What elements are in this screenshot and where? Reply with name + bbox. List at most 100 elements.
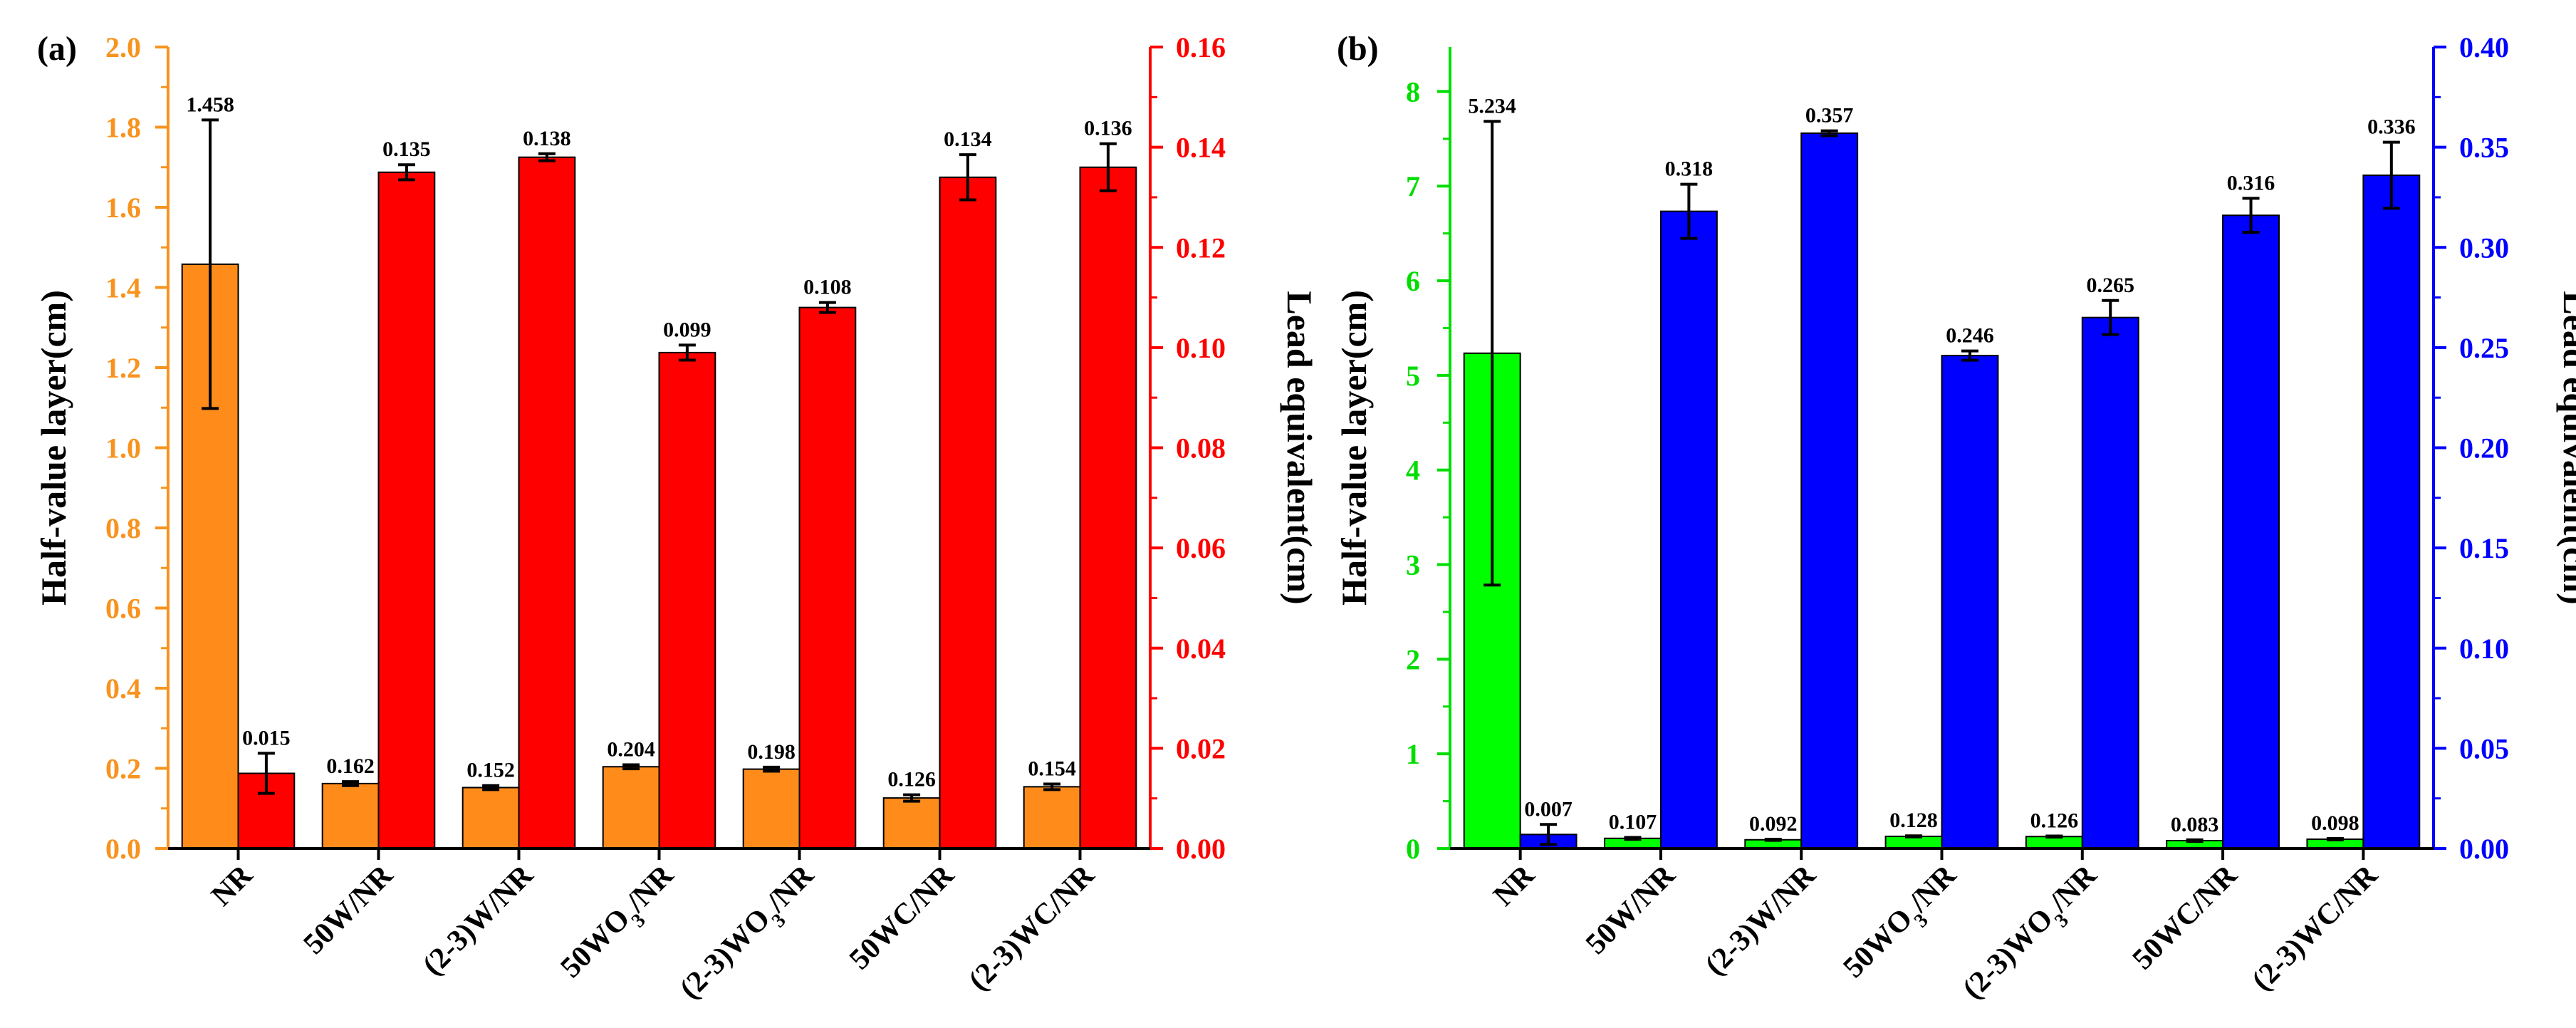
panel-a-right-tick-label-2: 0.04 xyxy=(1176,633,1226,665)
panel-a-right-tick-label-1: 0.02 xyxy=(1176,732,1226,764)
panel-a-value-label-hvl-0: 1.458 xyxy=(186,93,234,116)
panel-b-left-tick-label-7: 7 xyxy=(1406,170,1420,202)
panel-b-right-tick-label-2: 0.10 xyxy=(2459,633,2509,665)
panel-a-right-tick-label-7: 0.14 xyxy=(1176,132,1226,164)
panel-b-left-tick-label-6: 6 xyxy=(1406,265,1420,297)
panel-a-left-tick-label-6: 1.2 xyxy=(105,352,141,384)
panel-a-right-tick-label-6: 0.12 xyxy=(1176,232,1226,264)
panel-b-errorbar-hvl-2 xyxy=(1764,837,1782,842)
panel-b-category-label-0: NR xyxy=(1487,858,1541,913)
panel-b-category-label-2: (2-3)W/NR xyxy=(1699,858,1823,982)
panel-a-right-tick-label-5: 0.10 xyxy=(1176,332,1226,364)
panel-b-category-label-1: 50W/NR xyxy=(1580,858,1682,961)
panel-b-errorbar-hvl-3 xyxy=(1905,834,1923,839)
panel-a-bar-lead-4 xyxy=(798,306,857,849)
panel-a-value-label-lead-5: 0.134 xyxy=(944,128,992,151)
panel-a-category-label-0: NR xyxy=(205,858,259,913)
panel-a-errorbar-lead-5 xyxy=(959,153,976,202)
panel-a-left-tick-label-2: 0.4 xyxy=(105,673,141,705)
panel-b-right-tick-label-0: 0.00 xyxy=(2459,833,2509,865)
panel-b-right-tick-label-5: 0.25 xyxy=(2459,332,2509,364)
panel-a-value-label-hvl-4: 0.198 xyxy=(747,740,796,764)
panel-b-value-label-hvl-5: 0.083 xyxy=(2171,813,2219,836)
panel-a-chart: (a) 1.458 0.162 0.152 0.204 0.198 0.126 0.154 0.… xyxy=(33,30,1320,1012)
panel-b-errorbar-lead-6 xyxy=(2382,140,2400,210)
panel-a-errorbar-hvl-0 xyxy=(202,118,219,410)
panel-a-errorbar-hvl-6 xyxy=(1043,782,1061,791)
panel-b-errorbar-lead-4 xyxy=(2102,298,2119,336)
panel-a-errorbar-hvl-4 xyxy=(763,765,781,773)
panel-a-left-tick-label-8: 1.6 xyxy=(105,192,141,224)
panel-b-left-tick-label-0: 0 xyxy=(1406,833,1420,865)
panel-b-right-tick-label-6: 0.30 xyxy=(2459,232,2509,264)
panel-a-label: (a) xyxy=(37,30,77,68)
panel-b-label: (b) xyxy=(1337,30,1379,68)
panel-b-errorbar-lead-2 xyxy=(1820,129,1838,137)
panel-b-value-label-hvl-2: 0.092 xyxy=(1749,812,1798,836)
panel-a-bar-hvl-6 xyxy=(1023,786,1081,849)
panel-b-bar-lead-3 xyxy=(1941,355,1999,849)
panel-b-category-label-5: 50WC/NR xyxy=(2127,858,2244,976)
panel-b-errorbar-lead-0 xyxy=(1540,823,1558,846)
panel-b-category-label-4: (2-3)WO3/NR xyxy=(1956,858,2110,1012)
panel-a-left-tick-label-5: 1.0 xyxy=(105,432,141,464)
panel-a-value-label-lead-3: 0.099 xyxy=(663,318,711,341)
panel-a-value-label-lead-0: 0.015 xyxy=(242,726,291,749)
panel-b-value-label-hvl-1: 0.107 xyxy=(1609,810,1657,834)
panel-a-errorbar-lead-3 xyxy=(678,343,696,362)
panel-a-right-tick-label-4: 0.08 xyxy=(1176,432,1226,464)
panel-a-errorbar-hvl-5 xyxy=(903,793,921,803)
panel-b-right-axis-title: Lead equivalent(cm) xyxy=(2556,291,2576,604)
panel-a-left-tick-label-1: 0.2 xyxy=(105,753,141,785)
panel-b-category-label-3: 50WO3/NR xyxy=(1837,858,1968,990)
panel-b-bar-lead-6 xyxy=(2362,175,2421,849)
panel-a-category-label-4: (2-3)WO3/NR xyxy=(674,858,827,1012)
panel-a-value-label-lead-2: 0.138 xyxy=(523,127,571,150)
panel-b-errorbar-hvl-1 xyxy=(1624,836,1642,841)
panel-b-left-tick-label-3: 3 xyxy=(1406,549,1420,581)
panel-b-value-label-hvl-6: 0.098 xyxy=(2311,811,2359,835)
panel-b-errorbar-lead-1 xyxy=(1680,182,1698,240)
panel-b-left-tick-label-8: 8 xyxy=(1406,76,1420,108)
panel-a-right-axis-title: Lead equivalent(cm) xyxy=(1280,291,1320,604)
panel-a-category-label-2: (2-3)W/NR xyxy=(417,858,540,982)
panel-a-bar-lead-3 xyxy=(658,351,716,849)
panel-a-errorbar-hvl-1 xyxy=(342,780,360,787)
panel-a-left-tick-label-9: 1.8 xyxy=(105,112,141,144)
panel-a-bar-lead-5 xyxy=(939,176,997,849)
panel-b-value-label-hvl-3: 0.128 xyxy=(1889,809,1938,832)
panel-a-category-label-3: 50WO3/NR xyxy=(554,858,686,990)
panel-b-category-label-6: (2-3)WC/NR xyxy=(2246,858,2384,997)
panel-a-errorbar-hvl-3 xyxy=(622,763,640,771)
panel-a-value-label-hvl-6: 0.154 xyxy=(1028,757,1076,780)
panel-a-left-tick-label-10: 2.0 xyxy=(105,31,141,63)
panel-a-errorbar-lead-6 xyxy=(1099,142,1117,192)
panel-b-value-label-hvl-4: 0.126 xyxy=(2030,809,2079,832)
panel-b-left-tick-label-5: 5 xyxy=(1406,360,1420,392)
panel-a-left-tick-label-7: 1.4 xyxy=(105,272,141,304)
panel-a-left-axis-title: Half-value layer(cm) xyxy=(33,290,73,606)
panel-a-category-label-1: 50W/NR xyxy=(297,858,400,961)
panel-b-errorbar-lead-5 xyxy=(2242,197,2260,234)
panel-b-left-tick-label-4: 4 xyxy=(1406,455,1420,487)
panel-a-left-tick-label-4: 0.8 xyxy=(105,512,141,544)
panel-a-errorbar-lead-4 xyxy=(818,301,836,314)
panel-a-bar-hvl-2 xyxy=(462,786,520,849)
panel-b-errorbar-hvl-4 xyxy=(2045,834,2063,839)
panel-b-left-axis-title: Half-value layer(cm) xyxy=(1334,290,1374,606)
panel-a-errorbar-lead-2 xyxy=(538,152,556,162)
panel-b-bar-lead-2 xyxy=(1800,132,1859,849)
panel-b-right-tick-label-8: 0.40 xyxy=(2459,31,2509,63)
panel-b-value-label-lead-0: 0.007 xyxy=(1524,797,1573,821)
panel-b-left-tick-label-2: 2 xyxy=(1406,643,1420,675)
panel-b-errorbar-hvl-0 xyxy=(1483,120,1501,587)
panel-b-right-tick-label-4: 0.20 xyxy=(2459,432,2509,464)
panel-a-bar-lead-6 xyxy=(1079,166,1137,849)
panel-a-errorbar-hvl-2 xyxy=(482,784,500,791)
panel-b-errorbar-hvl-6 xyxy=(2326,837,2344,841)
panel-a-right-tick-label-3: 0.06 xyxy=(1176,532,1226,564)
panel-b-errorbar-hvl-5 xyxy=(2186,838,2204,843)
panel-a-bar-hvl-5 xyxy=(882,797,941,849)
